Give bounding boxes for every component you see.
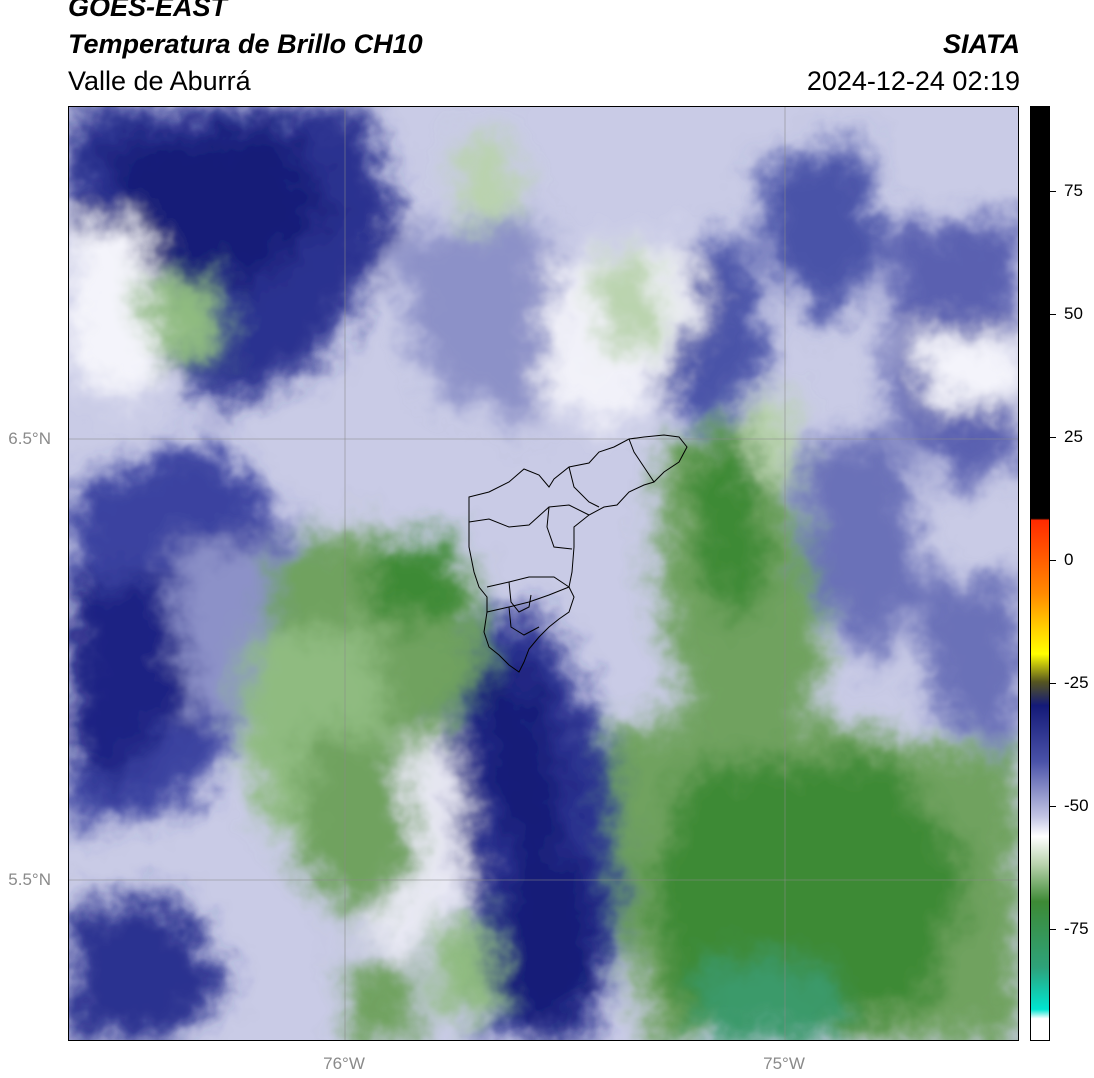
satellite-map[interactable] (68, 106, 1019, 1041)
colorbar-label-75: 75 (1064, 181, 1083, 200)
colorbar-label-25: 25 (1064, 427, 1083, 446)
colorbar-tick (1050, 191, 1056, 192)
colorbar-tick (1050, 806, 1056, 807)
longitude-label-76w: 76°W (323, 1054, 365, 1073)
colorbar-label-0: 0 (1064, 550, 1074, 569)
colorbar-tick (1050, 437, 1056, 438)
title-satellite: GOES-EAST (68, 0, 228, 22)
longitude-label-75w: 75°W (763, 1054, 805, 1073)
colorbar-tick (1050, 929, 1056, 930)
latitude-label-6-5n: 6.5°N (8, 429, 51, 448)
brightness-temperature-field (69, 107, 1018, 1040)
colorbar-tick (1050, 683, 1056, 684)
colorbar-label-minus-50: -50 (1064, 796, 1089, 815)
title-region: Valle de Aburrá (68, 66, 251, 96)
colorbar-tick (1050, 560, 1056, 561)
colorbar-label-minus-75: -75 (1064, 919, 1089, 938)
title-product: Temperatura de Brillo CH10 (68, 29, 423, 59)
colorbar-label-50: 50 (1064, 304, 1083, 323)
municipal-boundaries (468, 434, 688, 673)
title-timestamp: 2024-12-24 02:19 (806, 66, 1020, 96)
temperature-colorbar (1030, 106, 1050, 1041)
colorbar-gradient (1031, 107, 1049, 1040)
title-source: SIATA (943, 29, 1020, 59)
latitude-label-5-5n: 5.5°N (8, 870, 51, 889)
colorbar-label-minus-25: -25 (1064, 673, 1089, 692)
colorbar-tick (1050, 314, 1056, 315)
